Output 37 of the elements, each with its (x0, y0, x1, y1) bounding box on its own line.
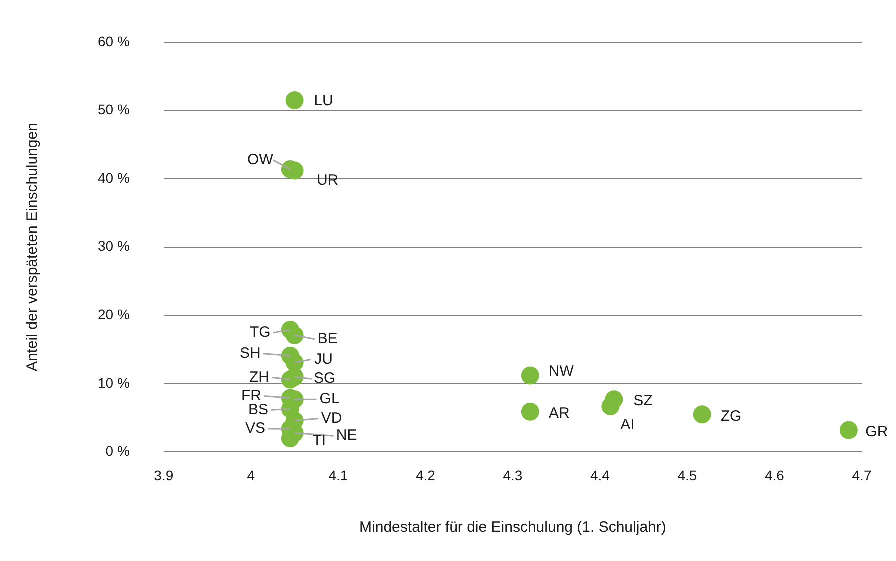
x-tick-label: 3.9 (154, 467, 174, 484)
annotation: GR (866, 423, 888, 440)
annotation: NE (336, 427, 358, 444)
y-tick-label: 60 % (98, 33, 130, 50)
x-tick-label: 4.6 (765, 467, 785, 484)
annotation: JU (314, 350, 333, 368)
annotation: SH (240, 345, 261, 362)
x-tick-label: 4.5 (678, 467, 698, 484)
annotation: LU (314, 92, 334, 110)
y-tick-label: 30 % (98, 238, 130, 254)
x-tick-label: 4.4 (590, 467, 610, 484)
y-tick-label: 40 % (98, 170, 130, 186)
x-tick-label: 4 (247, 467, 256, 484)
annotation: VD (321, 410, 342, 427)
x-tick-label: 4.1 (328, 467, 348, 484)
annotation: VS (245, 420, 266, 438)
y-axis-title: Anteil der verspäteten Einschulungen (24, 123, 42, 372)
y-tick-label: 10 % (98, 374, 130, 391)
y-tick-label: 20 % (98, 306, 130, 322)
annotation: AR (548, 405, 570, 422)
annotation: TG (250, 324, 271, 342)
annotation: SG (314, 370, 336, 388)
y-tick-label: 50 % (98, 102, 130, 118)
annotation: AI (620, 416, 635, 434)
x-tick-label: 4.3 (503, 467, 523, 484)
annotation: ZG (720, 408, 742, 425)
annotation: GL (320, 390, 340, 408)
annotation: BE (318, 330, 338, 348)
annotation: TI (312, 432, 326, 450)
x-axis-title: Mindestalter für die Einschulung (1. Schuljahr) (360, 519, 666, 536)
annotation: OW (248, 152, 274, 169)
annotation: NW (548, 362, 575, 380)
y-tick-label: 0 % (106, 443, 130, 460)
annotation: SZ (634, 392, 653, 410)
x-tick-label: 4.2 (416, 467, 436, 484)
x-tick-label: 4.7 (852, 467, 872, 484)
annotation: ZH (249, 368, 270, 386)
